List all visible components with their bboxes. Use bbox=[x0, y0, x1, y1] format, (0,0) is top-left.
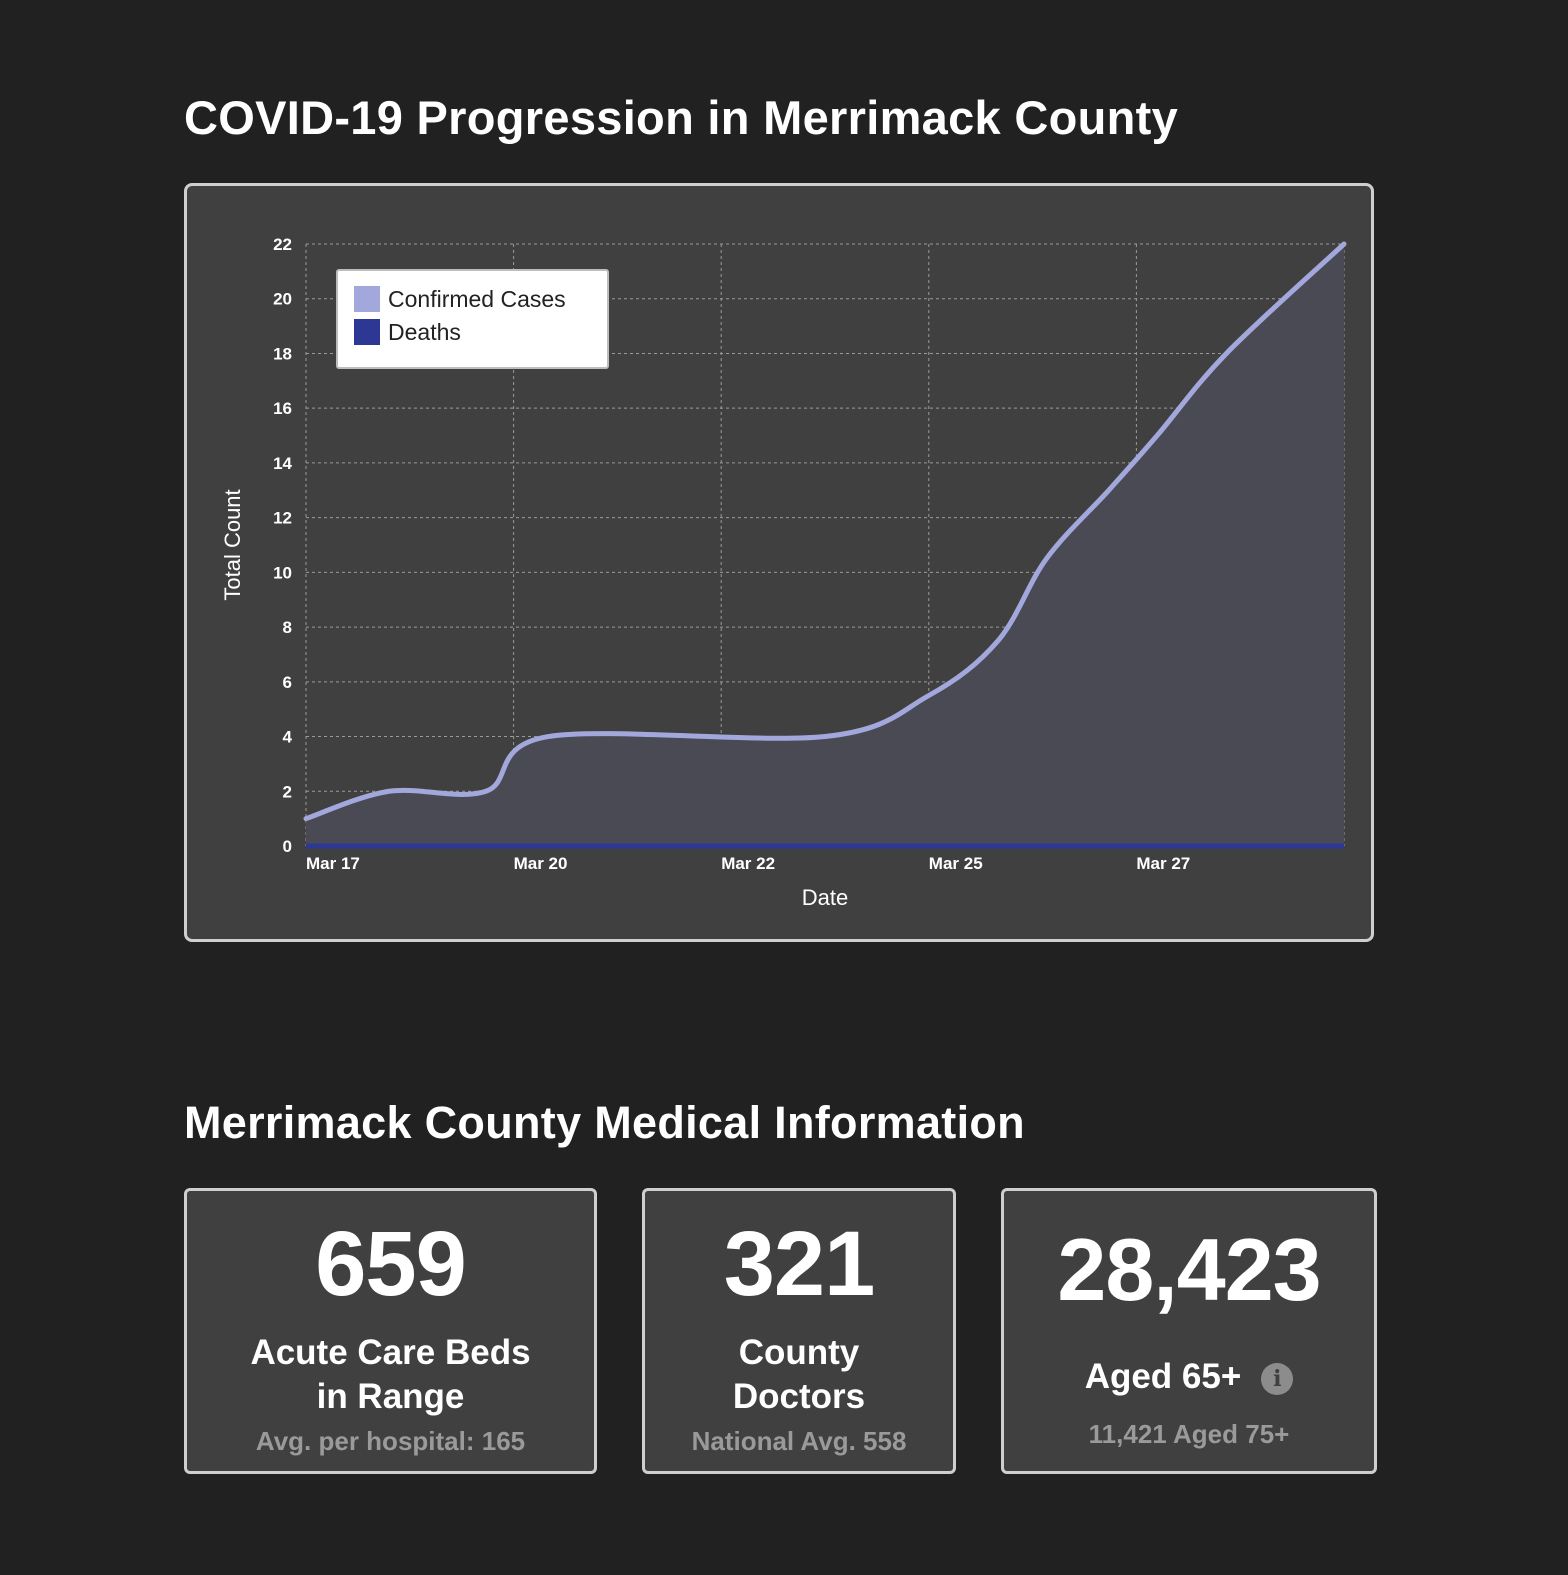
x-tick-label: Mar 17 bbox=[306, 854, 360, 873]
chart-panel: 0 2 4 6 8 10 12 14 16 18 20 22 Mar 17 Mar 20 Mar 22 Mar… bbox=[184, 183, 1374, 942]
confirmed-area bbox=[306, 244, 1344, 846]
x-tick-label: Mar 20 bbox=[514, 854, 568, 873]
y-tick-label: 14 bbox=[273, 454, 292, 473]
beds-card: 659 Acute Care Beds in Range Avg. per ho… bbox=[184, 1188, 597, 1474]
legend-swatch bbox=[354, 286, 380, 312]
doctors-value: 321 bbox=[723, 1213, 876, 1315]
progression-chart: 0 2 4 6 8 10 12 14 16 18 20 22 Mar 17 Mar 20 Mar 22 Mar… bbox=[220, 235, 1347, 910]
info-icon[interactable]: i bbox=[1261, 1362, 1294, 1395]
doctors-label-line1: County bbox=[738, 1333, 860, 1372]
y-tick-label: 12 bbox=[273, 509, 292, 528]
y-tick-label: 4 bbox=[283, 728, 293, 747]
x-axis-title: Date bbox=[802, 885, 848, 910]
y-tick-label: 16 bbox=[273, 399, 292, 418]
doctors-label-line2: Doctors bbox=[732, 1377, 866, 1416]
y-tick-label: 10 bbox=[273, 563, 292, 582]
y-tick-label: 8 bbox=[283, 618, 292, 637]
aged-sub: 11,421 Aged 75+ bbox=[1088, 1419, 1290, 1449]
y-tick-label: 22 bbox=[273, 235, 292, 254]
y-tick-label: 20 bbox=[273, 290, 292, 309]
doctors-card: 321 County Doctors National Avg. 558 bbox=[642, 1188, 956, 1474]
aged-label-row: Aged 65+ i bbox=[1004, 1355, 1374, 1399]
x-tick-label: Mar 22 bbox=[721, 854, 775, 873]
page-title: COVID-19 Progression in Merrimack County bbox=[184, 91, 1179, 144]
y-axis-title: Total Count bbox=[220, 489, 245, 600]
x-tick-label: Mar 27 bbox=[1136, 854, 1190, 873]
legend-box bbox=[336, 269, 609, 369]
doctors-sub: National Avg. 558 bbox=[691, 1426, 907, 1456]
medical-heading: Merrimack County Medical Information bbox=[184, 1097, 1025, 1148]
beds-value: 659 bbox=[315, 1213, 467, 1315]
legend-label: Confirmed Cases bbox=[388, 286, 566, 312]
beds-sub: Avg. per hospital: 165 bbox=[255, 1426, 526, 1456]
aged-card: 28,423 Aged 65+ i 11,421 Aged 75+ bbox=[1001, 1188, 1377, 1474]
y-tick-label: 18 bbox=[273, 344, 292, 363]
legend-swatch bbox=[354, 319, 380, 345]
x-tick-label: Mar 25 bbox=[929, 854, 983, 873]
beds-label-line1: Acute Care Beds bbox=[250, 1333, 531, 1372]
beds-label-line2: in Range bbox=[316, 1377, 465, 1416]
confirmed-line bbox=[303, 241, 1347, 822]
aged-value: 28,423 bbox=[1057, 1220, 1321, 1319]
aged-label: Aged 65+ bbox=[1084, 1357, 1242, 1396]
y-tick-label: 0 bbox=[283, 837, 292, 856]
y-tick-label: 2 bbox=[283, 782, 292, 801]
legend-label: Deaths bbox=[388, 319, 461, 345]
y-tick-label: 6 bbox=[283, 673, 292, 692]
